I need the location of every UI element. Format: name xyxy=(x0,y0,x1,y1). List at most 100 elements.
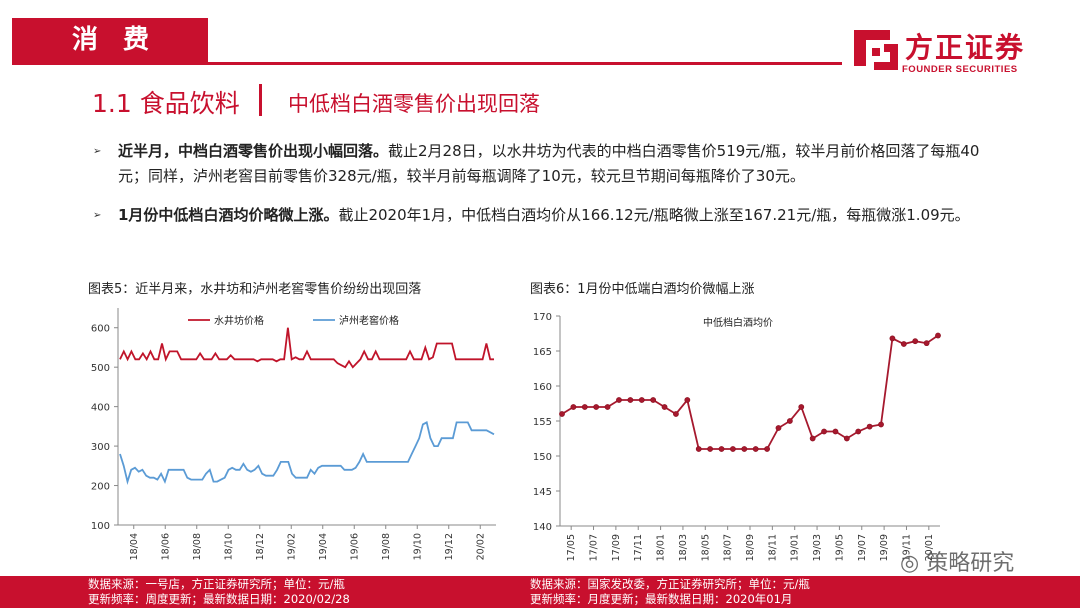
data-point xyxy=(809,435,816,442)
title-divider xyxy=(259,84,262,116)
data-point xyxy=(730,446,736,452)
data-point xyxy=(843,435,850,442)
data-point xyxy=(661,404,668,410)
chart-figure-6: 140 145 150 155 160 165 170 17/05 17/07 17/09 17/1… xyxy=(533,312,941,561)
data-point xyxy=(764,446,770,452)
bullet-2-bold: 1月份中低档白酒均价略微上涨。 xyxy=(118,206,339,224)
bullet-2: 1月份中低档白酒均价略微上涨。截止2020年1月，中低档白酒均价从166.12元… xyxy=(118,203,998,228)
y-tick-label: 300 xyxy=(91,442,110,453)
x-tick-label: 18/03 xyxy=(678,534,689,561)
data-point xyxy=(832,428,839,435)
data-point xyxy=(684,397,691,403)
x-tick-label: 19/05 xyxy=(834,534,845,561)
x-tick-label: 19/08 xyxy=(381,533,392,560)
data-point xyxy=(718,446,725,452)
data-point xyxy=(923,340,930,347)
data-point xyxy=(570,404,577,410)
legend-label: 水井坊价格 xyxy=(214,314,264,327)
section-tab: 消 费 xyxy=(12,18,208,62)
wechat-icon: ◎ xyxy=(900,551,920,576)
series-line-0 xyxy=(561,334,939,450)
y-tick-label: 400 xyxy=(91,403,110,414)
data-point xyxy=(604,404,611,410)
x-tick-label: 19/09 xyxy=(879,534,890,561)
legend-label: 中低档白酒均价 xyxy=(703,316,773,329)
data-point xyxy=(866,423,873,430)
data-point xyxy=(638,397,645,403)
data-point xyxy=(786,418,793,424)
x-tick-label: 19/07 xyxy=(857,534,868,561)
x-tick-label: 19/02 xyxy=(286,533,297,560)
y-tick-label: 500 xyxy=(91,363,110,374)
data-point xyxy=(935,332,941,339)
x-tick-label: 18/01 xyxy=(656,534,667,561)
chart-figure-5: 100 200 300 400 500 600 18/04 18/06 18/08 18/10 18… xyxy=(91,308,496,560)
watermark-text: ◎ 策略研究 xyxy=(900,545,1014,577)
data-point xyxy=(878,421,884,428)
footer-band xyxy=(0,576,1080,608)
x-tick-label: 18/08 xyxy=(192,533,203,560)
data-point xyxy=(889,335,896,342)
y-tick-label: 200 xyxy=(91,482,110,493)
x-tick-label: 18/09 xyxy=(745,534,756,561)
page-title-headline: 中低档白酒零售价出现回落 xyxy=(288,92,540,116)
footer-right-source: 数据来源：国家发改委，方正证券研究所；单位：元/瓶 xyxy=(530,577,810,591)
bullet-2-text: 截止2020年1月，中低档白酒均价从166.12元/瓶略微上涨至167.21元/… xyxy=(338,206,970,224)
data-point xyxy=(673,411,679,417)
data-point xyxy=(650,397,657,403)
data-point xyxy=(627,397,634,403)
bullet-1-bold: 近半月，中档白酒零售价出现小幅回落。 xyxy=(118,142,389,160)
footer-right-update: 更新频率：月度更新；最新数据日期：2020年01月 xyxy=(530,592,793,606)
bullet-1: 近半月，中档白酒零售价出现小幅回落。截止2月28日，以水井坊为代表的中档白酒零售… xyxy=(118,139,998,189)
x-tick-label: 20/02 xyxy=(475,533,486,560)
x-tick-label: 19/04 xyxy=(318,533,329,560)
brand-name-cn: 方正证券 xyxy=(905,31,1026,64)
data-point xyxy=(912,338,919,345)
y-tick-label: 155 xyxy=(533,417,552,428)
footer-left-update: 更新频率：周度更新；最新数据日期：2020/02/28 xyxy=(88,592,350,606)
data-point xyxy=(741,446,748,452)
data-point xyxy=(695,446,702,452)
legend-label: 泸州老窖价格 xyxy=(339,314,399,327)
bullet-1-text: 截止2月28日，以水井坊为代表的中档白酒零售价519元/瓶，较半月前价格回落了每… xyxy=(118,142,980,185)
x-tick-label: 17/07 xyxy=(589,534,600,561)
x-tick-label: 17/09 xyxy=(611,534,622,561)
x-tick-label: 19/06 xyxy=(349,533,360,560)
data-point xyxy=(581,404,588,410)
y-tick-label: 100 xyxy=(91,521,110,532)
x-tick-label: 19/03 xyxy=(812,534,823,561)
data-point xyxy=(593,404,600,410)
x-tick-label: 19/01 xyxy=(790,534,801,561)
series-line-0 xyxy=(119,327,494,369)
footer-left-source: 数据来源：一号店，方正证券研究所；单位：元/瓶 xyxy=(88,577,345,591)
data-point xyxy=(616,397,622,403)
x-tick-label: 18/07 xyxy=(723,534,734,561)
series-line-1 xyxy=(119,421,495,485)
figure-6-title: 图表6：1月份中低端白酒均价微幅上涨 xyxy=(530,282,755,297)
x-tick-label: 19/12 xyxy=(444,533,455,560)
bullet-arrow-icon: ➢ xyxy=(93,146,102,157)
header-rule xyxy=(12,62,842,65)
y-tick-label: 160 xyxy=(533,382,552,393)
figure-5-title: 图表5：近半月来，水井坊和泸州老窖零售价纷纷出现回落 xyxy=(88,282,422,297)
y-tick-label: 170 xyxy=(533,312,552,323)
y-tick-label: 600 xyxy=(91,324,110,335)
y-tick-label: 165 xyxy=(533,347,552,358)
data-point xyxy=(752,446,759,452)
x-tick-label: 18/04 xyxy=(129,533,140,560)
data-point xyxy=(821,428,827,435)
data-point xyxy=(559,411,565,417)
x-tick-label: 17/11 xyxy=(633,534,644,561)
founder-logo-icon xyxy=(854,30,898,70)
data-point xyxy=(855,428,862,435)
data-point xyxy=(900,341,907,347)
bullet-arrow-icon: ➢ xyxy=(93,210,102,221)
data-point xyxy=(798,404,805,410)
brand-name-en: FOUNDER SECURITIES xyxy=(902,64,1018,75)
x-tick-label: 20/01 xyxy=(924,534,935,561)
x-tick-label: 18/06 xyxy=(160,533,171,560)
x-tick-label: 19/11 xyxy=(901,534,912,561)
y-tick-label: 145 xyxy=(533,487,552,498)
data-point xyxy=(775,425,782,431)
x-tick-label: 18/05 xyxy=(700,534,711,561)
